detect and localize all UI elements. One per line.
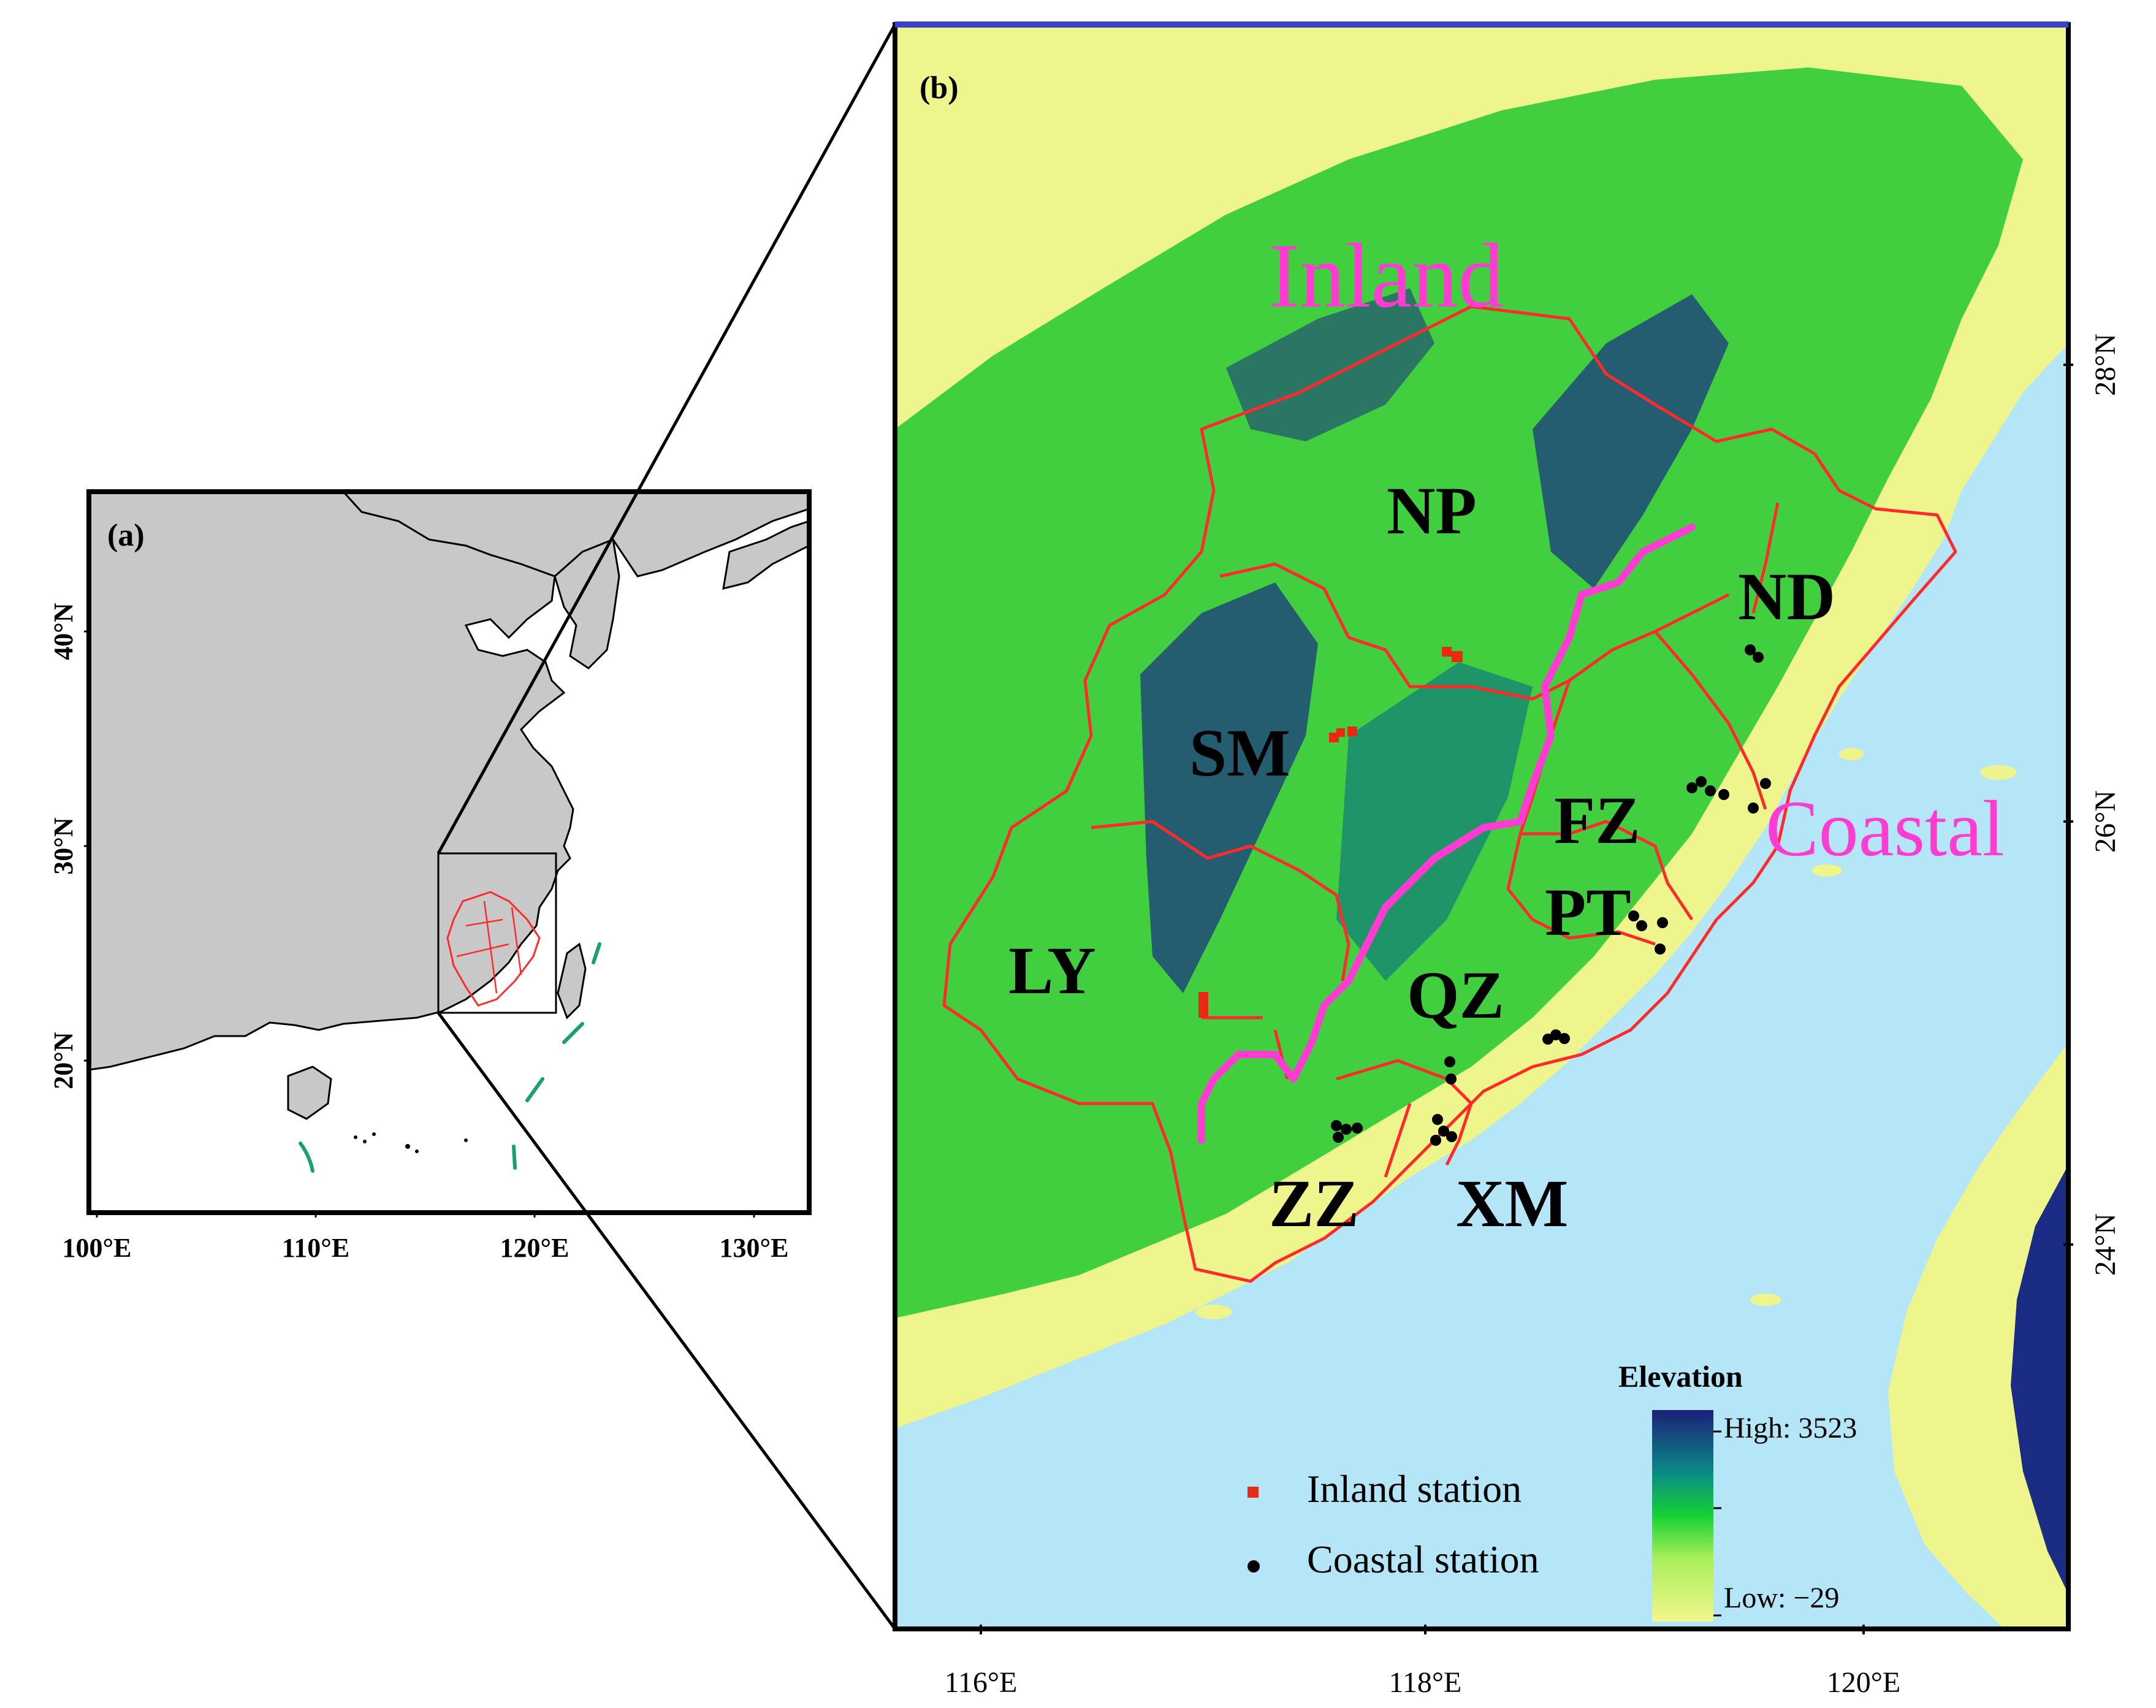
panel-a-label: (a) xyxy=(107,518,145,553)
panel-b-lat-tick-28: 28°N xyxy=(2089,334,2122,396)
panel-a-lat-tick-30: 30°N xyxy=(48,817,78,875)
city-label-pt: PT xyxy=(1545,875,1631,950)
nine-dash-line xyxy=(299,942,601,1173)
colorbar-ticks xyxy=(1713,1430,1721,1617)
inland-stations xyxy=(1198,647,1463,1018)
city-label-nd: ND xyxy=(1738,559,1835,634)
hainan-island xyxy=(287,1066,332,1120)
panel-a-lon-tick-110: 110°E xyxy=(282,1233,350,1263)
zone-label-inland: Inland xyxy=(1269,225,1504,327)
panel-a-lon-tick-120: 120°E xyxy=(500,1233,569,1263)
japan-kyushu xyxy=(722,520,809,590)
fujian-city-lines-small xyxy=(456,901,522,994)
panel-b-label: (b) xyxy=(920,71,959,105)
highland-ridge-1 xyxy=(1140,582,1318,993)
northwest-lowland xyxy=(895,25,1349,356)
panel-b-elevation-map: (b) Inland Coastal NP ND SM FZ PT LY QZ … xyxy=(893,21,2122,1699)
city-label-xm: XM xyxy=(1456,1166,1568,1241)
coastal-islands xyxy=(1195,748,2017,1319)
taiwan-mountains xyxy=(2011,1165,2068,1594)
panel-b-lat-tick-24: 24°N xyxy=(2089,1213,2122,1276)
highland-ridge-3 xyxy=(1226,288,1434,441)
taiwan-island-a xyxy=(557,942,587,1020)
panel-a-lat-tick-40: 40°N xyxy=(48,603,78,660)
legend-coastal-label: Coastal station xyxy=(1307,1538,1539,1581)
panel-a-frame xyxy=(86,489,812,1215)
zoom-connector-lines xyxy=(436,23,897,1630)
panel-a-lat-tick-20: 20°N xyxy=(48,1032,78,1089)
panel-b-lat-axis xyxy=(2063,364,2073,1246)
panel-b-lon-tick-120: 120°E xyxy=(1827,1666,1901,1699)
city-label-qz: QZ xyxy=(1407,958,1504,1032)
panel-b-lon-tick-116: 116°E xyxy=(945,1666,1018,1699)
elevation-colorbar xyxy=(1652,1410,1713,1622)
study-area-box xyxy=(437,852,557,1014)
zone-label-coastal: Coastal xyxy=(1766,785,2005,873)
panel-b-lon-tick-118: 118°E xyxy=(1389,1666,1462,1699)
city-label-np: NP xyxy=(1387,473,1477,548)
panel-a-lon-tick-130: 130°E xyxy=(720,1233,789,1263)
panel-a-overview-map: (a) 40°N 30°N 20°N 100°E 110°E 120°E 130… xyxy=(48,489,812,1263)
taiwan-island-b xyxy=(1888,1042,2068,1629)
inland-coastal-divider xyxy=(1198,524,1696,1144)
panel-b-lon-axis xyxy=(980,1625,1865,1634)
legend: Elevation High: 3523 Low: −29 Inland sta… xyxy=(1248,1359,1857,1622)
legend-low: Low: −29 xyxy=(1724,1582,1839,1614)
city-label-ly: LY xyxy=(1008,933,1096,1008)
city-label-fz: FZ xyxy=(1554,783,1640,858)
fujian-outline-small xyxy=(446,891,541,1007)
panel-a-lon-tick-100: 100°E xyxy=(63,1233,132,1263)
legend-coastal-marker xyxy=(1248,1560,1260,1573)
legend-inland-label: Inland station xyxy=(1307,1467,1522,1511)
highland-ridge-4 xyxy=(1336,662,1533,981)
legend-high: High: 3523 xyxy=(1724,1412,1857,1444)
highland-ridge-2 xyxy=(1533,294,1729,589)
legend-title: Elevation xyxy=(1618,1359,1743,1393)
north-landmass xyxy=(341,492,809,578)
panel-b-lat-tick-26: 26°N xyxy=(2089,790,2122,853)
city-label-sm: SM xyxy=(1189,715,1290,790)
city-label-zz: ZZ xyxy=(1269,1166,1359,1241)
panel-a-lat-axis xyxy=(84,630,89,1062)
south-china-sea-islands xyxy=(354,1132,468,1153)
panel-a-lon-axis xyxy=(96,1213,755,1218)
legend-inland-marker xyxy=(1248,1487,1259,1498)
coastal-stations xyxy=(1331,644,1771,1146)
